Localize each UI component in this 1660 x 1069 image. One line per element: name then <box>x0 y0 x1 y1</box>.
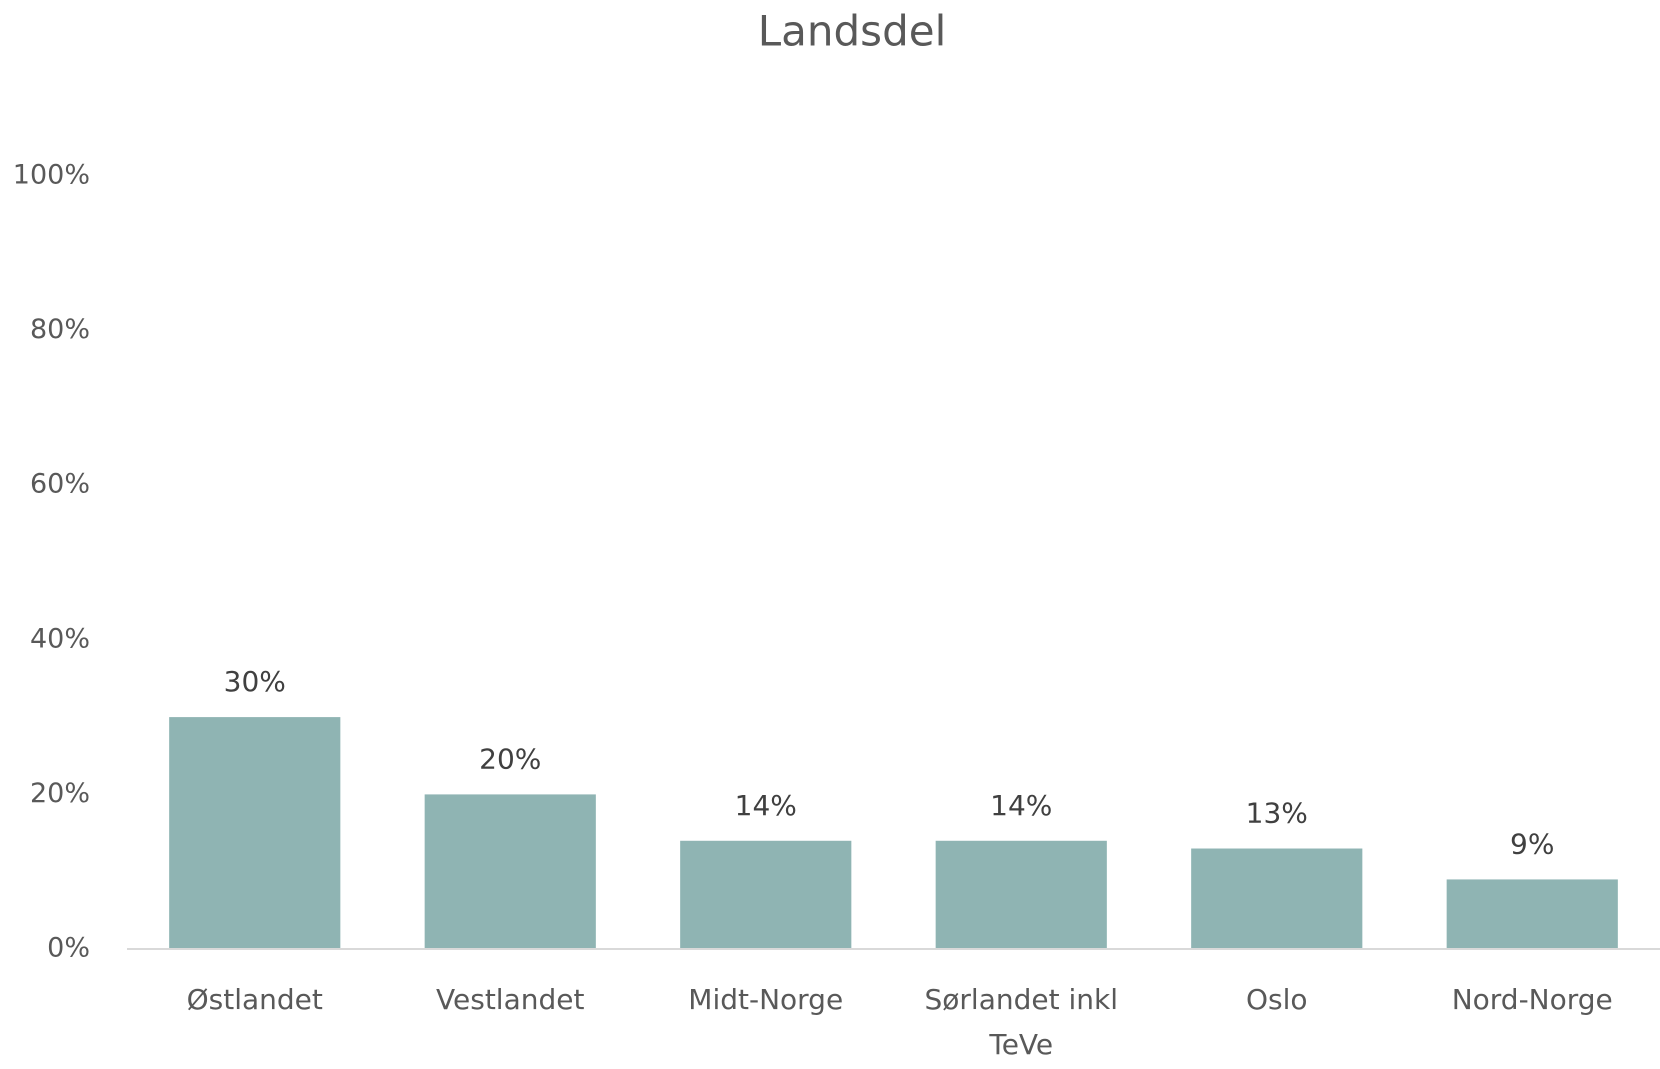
y-tick-label: 0% <box>47 933 90 964</box>
value-label: 9% <box>1510 827 1554 860</box>
bar <box>1191 848 1363 949</box>
x-tick-label: Vestlandet <box>436 983 584 1016</box>
x-tick-label: Østlandet <box>187 983 323 1016</box>
x-tick-label: Sørlandet inkl TeVe <box>925 983 1119 1061</box>
bar <box>1446 879 1618 949</box>
bar <box>424 794 596 949</box>
y-tick-label: 80% <box>30 314 90 345</box>
value-label: 20% <box>479 742 541 775</box>
y-tick-label: 40% <box>30 623 90 654</box>
bar <box>169 717 341 949</box>
y-tick-label: 60% <box>30 469 90 500</box>
y-tick-label: 20% <box>30 778 90 809</box>
value-label: 14% <box>735 789 797 822</box>
x-tick-label: Nord-Norge <box>1452 983 1613 1016</box>
value-label: 13% <box>1246 797 1308 830</box>
x-tick-label: Midt-Norge <box>688 983 843 1016</box>
value-label: 30% <box>224 665 286 698</box>
value-label: 14% <box>990 789 1052 822</box>
chart-title: Landsdel <box>758 7 946 56</box>
bar <box>680 840 852 949</box>
y-tick-label: 100% <box>13 160 90 191</box>
bar <box>935 840 1107 949</box>
x-tick-label: Oslo <box>1246 983 1308 1016</box>
